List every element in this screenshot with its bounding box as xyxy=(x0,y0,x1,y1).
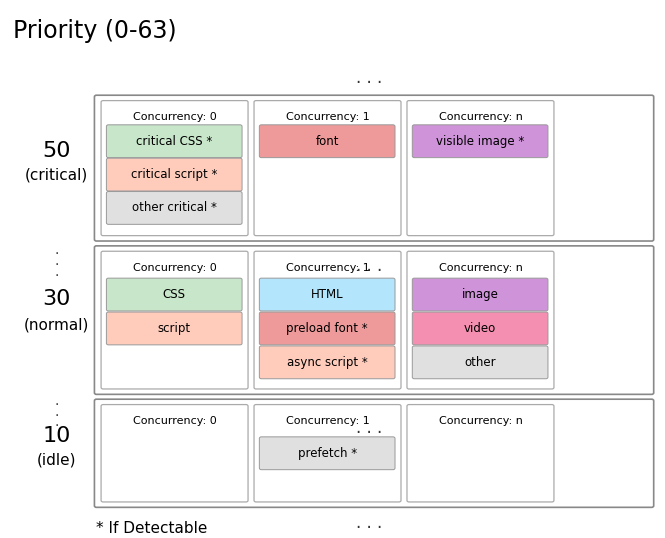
Text: 10: 10 xyxy=(43,426,70,446)
Text: critical script *: critical script * xyxy=(131,168,217,181)
FancyBboxPatch shape xyxy=(106,278,242,311)
Text: async script *: async script * xyxy=(287,356,368,369)
Text: * If Detectable: * If Detectable xyxy=(96,521,207,536)
FancyBboxPatch shape xyxy=(407,251,554,389)
Text: .: . xyxy=(55,415,59,429)
Text: . . .: . . . xyxy=(356,69,382,87)
FancyBboxPatch shape xyxy=(101,405,248,502)
Text: Concurrency: 1: Concurrency: 1 xyxy=(286,112,369,122)
FancyBboxPatch shape xyxy=(259,312,395,345)
Text: script: script xyxy=(158,322,191,335)
Text: Priority (0-63): Priority (0-63) xyxy=(13,19,177,43)
Text: prefetch *: prefetch * xyxy=(298,447,356,460)
Text: . . .: . . . xyxy=(356,419,382,437)
Text: Concurrency: 1: Concurrency: 1 xyxy=(286,263,369,273)
FancyBboxPatch shape xyxy=(412,312,548,345)
Text: CSS: CSS xyxy=(163,288,186,301)
Text: other: other xyxy=(464,356,496,369)
FancyBboxPatch shape xyxy=(259,437,395,470)
Text: critical CSS *: critical CSS * xyxy=(136,134,212,148)
Text: font: font xyxy=(315,134,339,148)
Text: visible image *: visible image * xyxy=(436,134,524,148)
Text: image: image xyxy=(462,288,499,301)
Text: Concurrency: 0: Concurrency: 0 xyxy=(133,416,216,426)
FancyBboxPatch shape xyxy=(101,101,248,236)
Text: .: . xyxy=(55,243,59,257)
Text: (critical): (critical) xyxy=(25,167,88,182)
Text: Concurrency: n: Concurrency: n xyxy=(438,416,523,426)
FancyBboxPatch shape xyxy=(94,246,654,394)
Text: Concurrency: n: Concurrency: n xyxy=(438,112,523,122)
FancyBboxPatch shape xyxy=(254,251,401,389)
Text: .: . xyxy=(55,405,59,419)
Text: . . .: . . . xyxy=(356,514,382,532)
FancyBboxPatch shape xyxy=(254,101,401,236)
FancyBboxPatch shape xyxy=(407,405,554,502)
Text: (normal): (normal) xyxy=(24,318,89,333)
FancyBboxPatch shape xyxy=(412,346,548,379)
Text: 30: 30 xyxy=(43,288,70,309)
FancyBboxPatch shape xyxy=(254,405,401,502)
Text: HTML: HTML xyxy=(311,288,344,301)
FancyBboxPatch shape xyxy=(259,346,395,379)
Text: (idle): (idle) xyxy=(37,452,76,468)
FancyBboxPatch shape xyxy=(106,312,242,345)
FancyBboxPatch shape xyxy=(94,399,654,507)
Text: video: video xyxy=(464,322,496,335)
FancyBboxPatch shape xyxy=(259,278,395,311)
FancyBboxPatch shape xyxy=(412,125,548,158)
Text: . . .: . . . xyxy=(356,257,382,275)
Text: Concurrency: 0: Concurrency: 0 xyxy=(133,263,216,273)
FancyBboxPatch shape xyxy=(106,192,242,224)
FancyBboxPatch shape xyxy=(412,278,548,311)
FancyBboxPatch shape xyxy=(106,158,242,191)
FancyBboxPatch shape xyxy=(94,95,654,241)
Text: preload font *: preload font * xyxy=(287,322,368,335)
Text: other critical *: other critical * xyxy=(132,201,217,215)
FancyBboxPatch shape xyxy=(106,125,242,158)
Text: .: . xyxy=(55,394,59,408)
Text: Concurrency: 0: Concurrency: 0 xyxy=(133,112,216,122)
FancyBboxPatch shape xyxy=(259,125,395,158)
Text: Concurrency: 1: Concurrency: 1 xyxy=(286,416,369,426)
FancyBboxPatch shape xyxy=(407,101,554,236)
Text: 50: 50 xyxy=(43,140,70,161)
Text: .: . xyxy=(55,265,59,279)
Text: Concurrency: n: Concurrency: n xyxy=(438,263,523,273)
Text: .: . xyxy=(55,254,59,268)
FancyBboxPatch shape xyxy=(101,251,248,389)
